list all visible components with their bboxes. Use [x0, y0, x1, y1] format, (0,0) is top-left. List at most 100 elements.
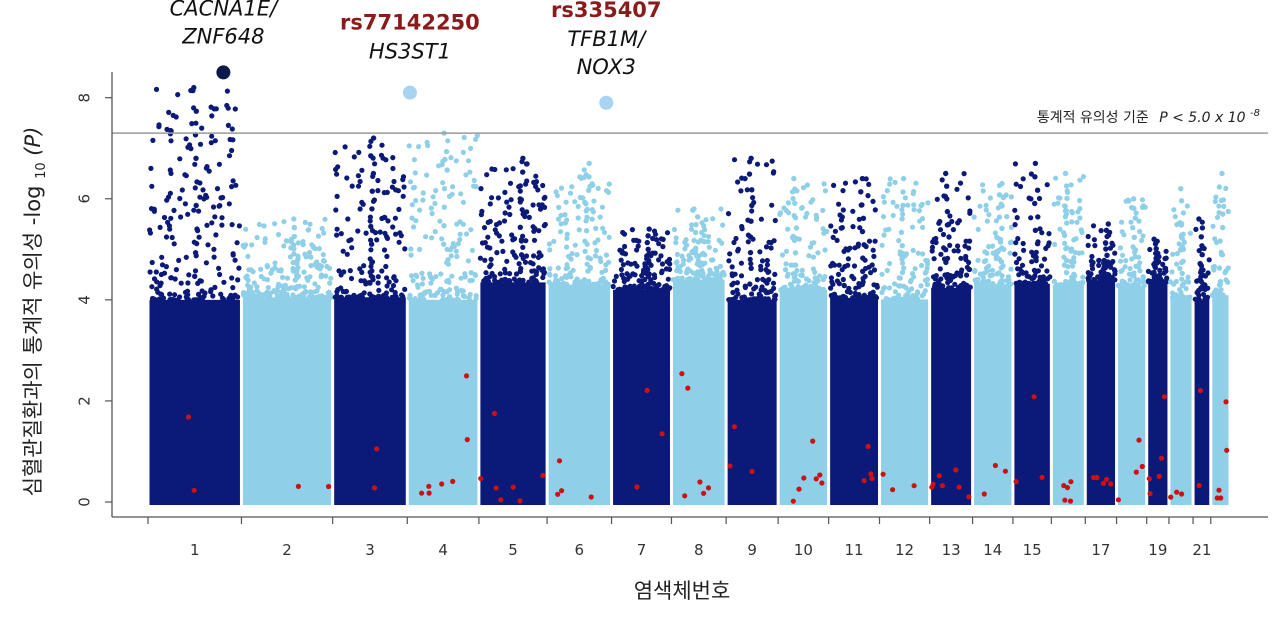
snp-point: [245, 253, 251, 259]
highlighted-snp: [1161, 394, 1167, 400]
snp-point: [293, 286, 299, 292]
snp-point: [593, 247, 600, 254]
snp-point: [226, 201, 232, 207]
snp-point: [822, 247, 828, 253]
snp-point: [1123, 198, 1129, 204]
snp-point: [147, 269, 153, 275]
snp-point: [1039, 279, 1045, 285]
snp-point: [1026, 274, 1032, 280]
snp-point: [632, 272, 638, 278]
snp-point: [955, 220, 961, 226]
highlighted-snp: [869, 475, 875, 482]
snp-point: [460, 149, 466, 155]
snp-point: [963, 253, 969, 260]
snp-point: [367, 214, 373, 220]
snp-point: [738, 273, 745, 279]
snp-point: [973, 280, 980, 287]
chromosome-column-13: [931, 287, 972, 505]
snp-point: [342, 144, 348, 150]
snp-point: [1223, 185, 1229, 191]
snp-point: [947, 242, 953, 248]
snp-point: [739, 175, 745, 181]
snp-point: [306, 249, 313, 256]
y-tick-label: 2: [76, 396, 94, 406]
snp-point: [531, 237, 538, 243]
snp-point: [393, 278, 399, 284]
snp-point: [520, 244, 526, 250]
snp-point: [925, 200, 931, 206]
snp-point: [551, 238, 557, 244]
snp-point: [766, 239, 772, 245]
snp-point: [1062, 214, 1068, 220]
snp-point: [168, 128, 174, 134]
snp-point: [943, 170, 949, 177]
snp-point: [248, 294, 254, 300]
snp-point: [1219, 251, 1225, 258]
snp-point: [572, 199, 578, 205]
snp-point: [295, 240, 301, 246]
snp-point: [759, 258, 766, 264]
snp-point: [520, 210, 527, 217]
snp-point: [1153, 246, 1159, 252]
snp-point: [887, 181, 893, 187]
snp-point: [897, 296, 904, 303]
snp-point: [859, 295, 865, 301]
snp-point: [217, 203, 223, 209]
snp-point: [983, 258, 989, 264]
snp-point: [375, 280, 381, 286]
snp-point: [1012, 222, 1018, 228]
snp-point: [466, 297, 472, 303]
snp-point: [1034, 241, 1041, 247]
highlighted-snp: [1158, 455, 1165, 461]
snp-point: [652, 250, 658, 256]
snp-point: [473, 296, 479, 302]
snp-point: [225, 105, 231, 111]
snp-point: [192, 250, 199, 256]
snp-point: [764, 257, 770, 264]
snp-point: [185, 280, 191, 286]
snp-point: [1132, 215, 1139, 221]
snp-point: [1179, 282, 1186, 289]
snp-point: [813, 287, 820, 293]
snp-point: [592, 253, 599, 259]
snp-point: [605, 281, 611, 287]
snp-point: [856, 216, 862, 222]
snp-point: [178, 214, 184, 220]
snp-point: [674, 268, 680, 274]
snp-point: [591, 281, 597, 288]
snp-point: [197, 141, 204, 147]
snp-point: [1152, 279, 1158, 285]
snp-point: [416, 144, 422, 150]
snp-point: [726, 258, 732, 264]
snp-point: [485, 234, 491, 240]
snp-point: [252, 294, 258, 300]
snp-point: [369, 259, 376, 265]
snp-point: [169, 234, 175, 241]
snp-point: [990, 281, 996, 287]
snp-point: [334, 293, 340, 299]
snp-point: [161, 214, 168, 221]
highlighted-snp: [478, 475, 484, 482]
snp-point: [603, 188, 610, 194]
snp-point: [1086, 277, 1092, 283]
highlighted-snp: [796, 486, 802, 492]
snp-point: [548, 281, 554, 287]
snp-point: [1107, 245, 1113, 251]
snp-point: [713, 265, 719, 271]
snp-point: [1014, 215, 1020, 221]
snp-point: [619, 272, 625, 278]
snp-point: [524, 178, 530, 184]
snp-point: [1196, 287, 1202, 294]
snp-point: [357, 266, 363, 272]
snp-point: [497, 271, 503, 277]
snp-point: [294, 268, 300, 274]
snp-point: [293, 294, 299, 301]
snp-point: [879, 242, 885, 248]
snp-point: [659, 270, 665, 276]
snp-point: [370, 135, 377, 141]
snp-point: [419, 281, 425, 287]
snp-point: [1119, 219, 1125, 225]
snp-point: [651, 228, 658, 234]
snp-point: [584, 241, 590, 247]
snp-point: [1071, 255, 1077, 261]
